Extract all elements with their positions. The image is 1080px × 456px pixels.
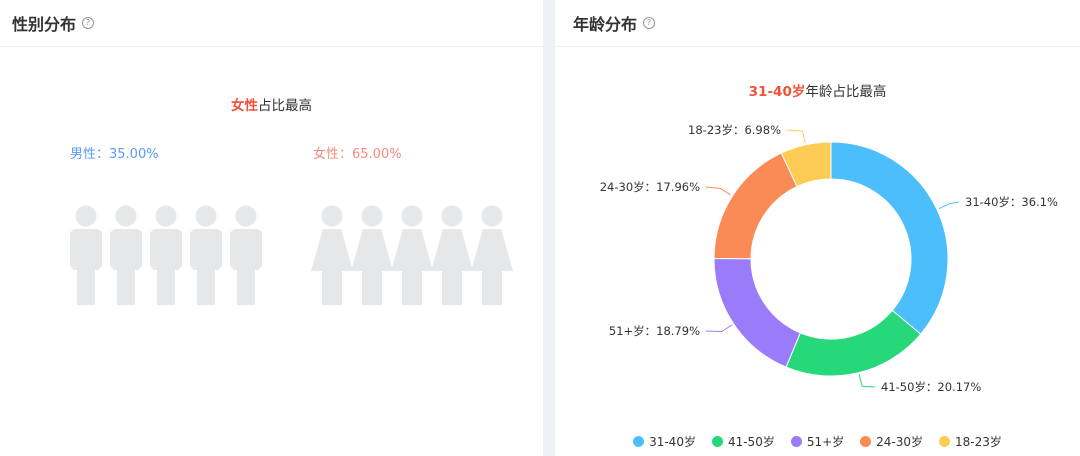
- slice-label-31-40岁: 31-40岁：36.1%: [965, 195, 1058, 209]
- donut-slice-51+岁[interactable]: [713, 258, 801, 368]
- legend-item-31-40岁[interactable]: 31-40岁: [633, 433, 696, 450]
- gender-headline-text: 占比最高: [258, 98, 312, 114]
- male-person-icon: [150, 205, 182, 305]
- gender-panel-title: 性别分布: [12, 15, 77, 34]
- legend-item-51+岁[interactable]: 51+岁: [790, 433, 845, 450]
- slice-label-24-30岁: 24-30岁：17.96%: [600, 180, 700, 194]
- female-percentage-label: 女性：65.00%: [313, 147, 402, 162]
- gender-pictogram-chart: [70, 205, 513, 305]
- donut-slice-24-30岁[interactable]: [713, 152, 798, 260]
- legend-label: 51+岁: [806, 435, 845, 449]
- legend-label: 18-23岁: [955, 435, 1002, 449]
- legend-dot-icon: [790, 436, 802, 447]
- age-headline: 31-40岁年龄占比最高: [555, 80, 1080, 100]
- legend-item-24-30岁[interactable]: 24-30岁: [860, 433, 923, 450]
- legend-label: 41-50岁: [727, 435, 775, 449]
- donut-slice-18-23岁[interactable]: [780, 141, 832, 188]
- slice-label-18-23岁: 18-23岁：6.98%: [688, 123, 781, 137]
- leader-line-18-23岁: [786, 129, 806, 143]
- question-circle-icon[interactable]: ?: [82, 17, 95, 29]
- leader-line-41-50岁: [858, 374, 876, 388]
- legend-item-18-23岁[interactable]: 18-23岁: [939, 433, 1002, 450]
- legend-item-41-50岁[interactable]: 41-50岁: [711, 433, 775, 450]
- age-headline-highlight: 31-40岁: [748, 84, 806, 100]
- age-headline-text: 年龄占比最高: [805, 84, 887, 100]
- male-person-icon: [70, 205, 102, 305]
- legend-dot-icon: [633, 436, 645, 447]
- female-person-icon: [351, 205, 393, 305]
- female-person-icon: [311, 205, 353, 305]
- male-person-icon: [230, 205, 262, 305]
- slice-label-51+岁: 51+岁：18.79%: [609, 324, 700, 338]
- female-person-icon: [431, 205, 473, 305]
- gender-headline: 女性占比最高: [0, 94, 543, 114]
- gender-headline-highlight: 女性: [231, 98, 258, 114]
- legend-label: 24-30岁: [876, 435, 924, 449]
- legend-dot-icon: [711, 436, 723, 447]
- age-panel-title: 年龄分布: [573, 15, 638, 34]
- gender-distribution-panel: 性别分布 ? 女性占比最高 男性：35.00% 女性：65.00%: [0, 0, 543, 456]
- female-person-icon: [471, 205, 513, 305]
- slice-label-41-50岁: 41-50岁：20.17%: [881, 380, 981, 394]
- legend-dot-icon: [939, 436, 951, 447]
- leader-line-24-30岁: [705, 186, 731, 196]
- legend-dot-icon: [860, 436, 872, 447]
- gender-panel-header: 性别分布 ?: [0, 0, 543, 47]
- age-chart-legend: 31-40岁 41-50岁 51+岁 24-30岁 18-23岁: [555, 433, 1080, 450]
- age-donut-chart: 31-40岁：36.1% 41-50岁：20.17% 51+岁：18.79% 24-3…: [600, 123, 1058, 394]
- leader-line-31-40岁: [938, 201, 960, 210]
- question-circle-icon[interactable]: ?: [643, 17, 656, 29]
- leader-line-51+岁: [705, 324, 733, 333]
- male-person-icon: [110, 205, 142, 305]
- male-person-icon: [190, 205, 222, 305]
- male-percentage-label: 男性：35.00%: [70, 147, 159, 162]
- age-panel-header: 年龄分布 ?: [555, 0, 1080, 47]
- female-person-icon: [391, 205, 433, 305]
- legend-label: 31-40岁: [649, 435, 696, 449]
- donut-slice-31-40岁[interactable]: [830, 141, 949, 335]
- donut-slice-41-50岁[interactable]: [785, 309, 922, 377]
- age-distribution-panel: 年龄分布 ? 31-40岁年龄占比最高 31-40岁：36.1% 41-50岁：2…: [555, 0, 1080, 456]
